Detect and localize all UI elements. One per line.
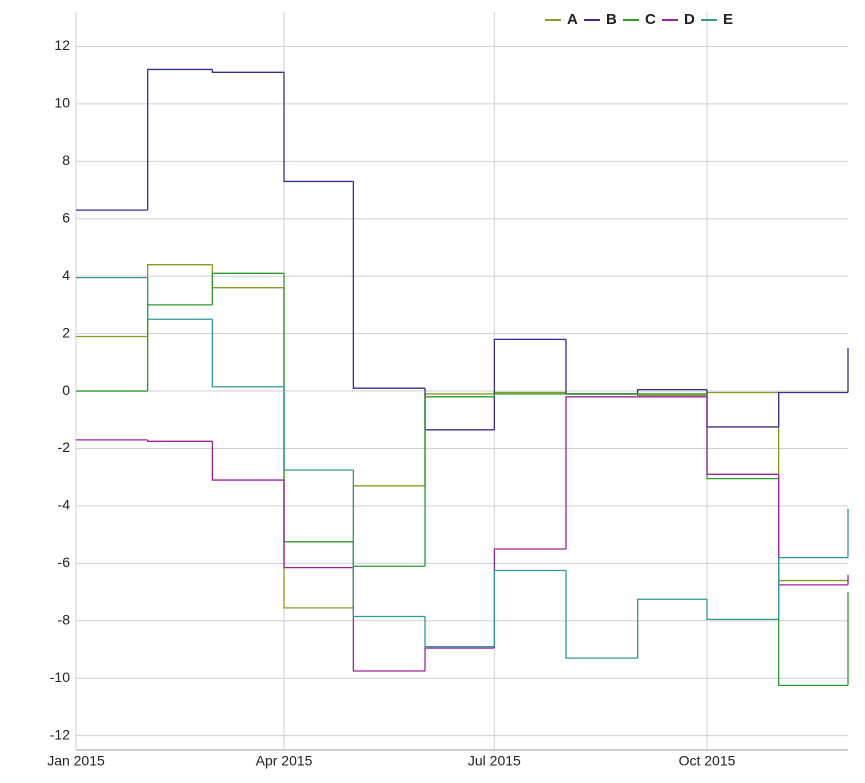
step-segment (565, 570, 638, 659)
y-tick-label: 0 (62, 382, 70, 398)
step-segment (424, 616, 495, 648)
y-tick-label: 6 (62, 209, 70, 225)
y-tick-label: 12 (54, 37, 70, 53)
step-segment (147, 304, 213, 392)
step-segment (283, 386, 354, 471)
y-tick-label: -12 (50, 726, 70, 742)
step-segment (637, 388, 708, 394)
step-segment (211, 272, 285, 305)
x-tick-label: Oct 2015 (679, 753, 736, 769)
y-tick-label: -4 (58, 497, 71, 513)
step-segment (493, 393, 567, 397)
x-tick-label: Apr 2015 (256, 753, 313, 769)
step-segment (565, 396, 638, 549)
step-segment (493, 338, 567, 430)
step-segment (147, 264, 213, 337)
step-segment (778, 556, 848, 620)
step-segment (147, 68, 213, 211)
step-segment (424, 647, 495, 672)
y-tick-label: 4 (62, 267, 70, 283)
legend-label: C (645, 11, 656, 28)
step-segment (352, 567, 426, 672)
y-tick-label: -2 (58, 439, 71, 455)
step-segment (706, 396, 779, 475)
y-tick-label: 2 (62, 324, 70, 340)
step-segment (424, 396, 495, 567)
legend-label: D (684, 11, 695, 28)
step-segment (778, 392, 848, 582)
y-tick-label: -8 (58, 611, 71, 627)
y-tick-label: 10 (54, 95, 70, 111)
step-segment (283, 72, 354, 183)
step-segment (565, 339, 638, 395)
step-segment (706, 393, 779, 480)
x-tick-label: Jan 2015 (47, 753, 105, 769)
step-segment (147, 277, 213, 320)
y-tick-label: 8 (62, 152, 70, 168)
step-segment (493, 569, 567, 647)
x-tick-label: Jul 2015 (468, 753, 521, 769)
step-segment (706, 389, 779, 428)
step-segment (352, 485, 426, 608)
y-tick-label: -6 (58, 554, 71, 570)
step-segment (352, 541, 426, 567)
step-segment (283, 273, 354, 543)
y-tick-label: -10 (50, 669, 70, 685)
step-segment (211, 319, 285, 388)
step-segment (778, 474, 848, 586)
step-segment (147, 439, 213, 442)
legend-label: B (606, 11, 617, 28)
step-segment (637, 598, 708, 659)
step-segment (706, 391, 779, 396)
step-segment (352, 470, 426, 618)
step-segment (211, 69, 285, 73)
step-segment (493, 548, 567, 649)
step-segment (778, 478, 848, 687)
step-segment (352, 181, 426, 389)
legend-label: E (723, 11, 733, 28)
step-segment (283, 480, 354, 569)
legend-label: A (567, 11, 578, 28)
step-segment (211, 441, 285, 481)
step-segment (283, 287, 354, 609)
step-segment (706, 599, 779, 620)
step-segment (424, 393, 495, 486)
step-segment (778, 391, 848, 427)
